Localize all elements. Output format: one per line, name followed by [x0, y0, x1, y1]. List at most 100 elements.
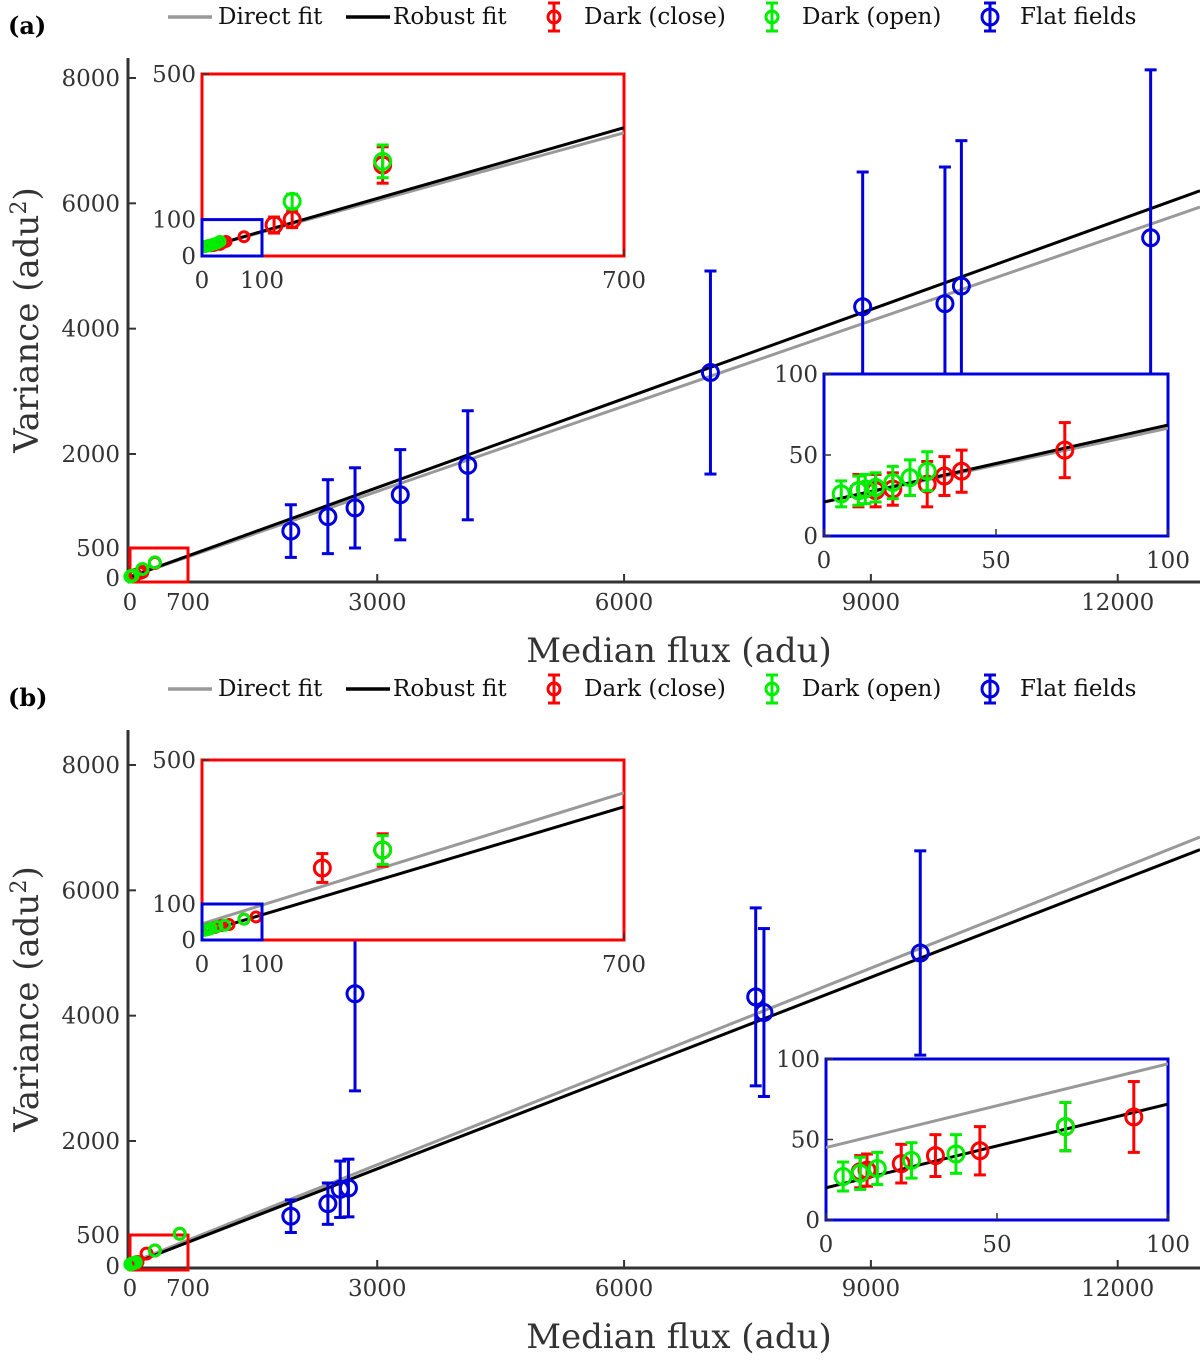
inset-data-point-dark-open--marker: [204, 921, 218, 935]
data-point-dark-open-: [172, 1226, 187, 1241]
legend-label: Robust fit: [393, 676, 507, 702]
data-point-flat-fields: [754, 927, 774, 1099]
inset-data-point-dark-open--marker: [850, 1163, 870, 1183]
data-point-dark-open-: [128, 1255, 143, 1270]
data-point-dark-close-: [139, 1246, 154, 1261]
inset-plot-area: [824, 421, 1168, 509]
legend-marker-2: [546, 1, 562, 33]
inset-2: 0 50 100 0 50 100: [776, 1047, 1190, 1258]
inset-data-point-dark-open--marker: [902, 1150, 921, 1170]
inset-data-point-dark-open--marker: [373, 840, 393, 860]
inset-y-tick-label: 100: [152, 892, 196, 918]
data-point-dark-open-: [147, 1243, 162, 1258]
x-axis-label: Median flux (adu): [526, 631, 832, 671]
inset-x-tick-label: 100: [240, 268, 284, 294]
inset-data-point-dark-open-: [282, 191, 302, 211]
inset-data-point-dark-close--marker: [237, 230, 251, 244]
inset-x-tick-label: 50: [981, 548, 1010, 574]
panel-label: (b): [8, 683, 48, 712]
inset-data-point-dark-close-: [1124, 1080, 1144, 1154]
data-point-flat-fields: [746, 906, 766, 1088]
data-point-flat-fields-marker: [853, 297, 873, 317]
inset-data-point-dark-open-: [831, 479, 851, 509]
y-tick-label: 6000: [61, 878, 120, 904]
inset-x-tick-label: 100: [1146, 548, 1190, 574]
data-point-dark-open-: [147, 555, 162, 570]
inset-y-tick-label: 100: [152, 208, 196, 234]
inset-data-point-dark-close--marker: [1124, 1107, 1144, 1127]
inset-data-point-dark-open-: [850, 1155, 870, 1191]
y-tick-label: 0: [105, 566, 120, 592]
y-tick-label: 2000: [61, 1129, 120, 1155]
legend-label: Direct fit: [218, 4, 323, 30]
x-tick-label: 12000: [1081, 590, 1154, 616]
direct-fit-line: [129, 835, 1200, 1265]
direct-fit-line: [129, 205, 1200, 579]
inset-data-point-dark-close-: [952, 448, 972, 494]
inset-frame: [200, 72, 626, 258]
inset-frame: [822, 372, 1170, 538]
inset-y-tick-label: 500: [152, 62, 196, 88]
legend-label: Dark (open): [802, 4, 941, 30]
x-tick-label: 700: [166, 1276, 210, 1302]
x-tick-label: 9000: [842, 1276, 901, 1302]
inset-data-point-dark-open-: [866, 471, 886, 504]
inset-direct-fit-line: [826, 1062, 1168, 1150]
inset-data-point-dark-open-: [204, 921, 218, 935]
inset-data-point-dark-open-: [218, 918, 232, 932]
legend-label: Flat fields: [1020, 4, 1136, 30]
inset-data-point-dark-open-: [946, 1133, 966, 1175]
inset-data-point-dark-open-: [900, 458, 920, 497]
data-point-dark-open--marker: [128, 1255, 143, 1270]
legend-marker-3-marker: [764, 681, 780, 697]
inset-data-point-dark-close--marker: [952, 461, 972, 481]
inset-y-tick-label: 500: [152, 748, 196, 774]
inset-data-point-dark-open--marker: [1055, 1117, 1075, 1137]
y-tick-label: 8000: [61, 66, 120, 92]
inset-data-point-dark-open--marker: [855, 479, 875, 499]
y-tick-label: 4000: [61, 1004, 120, 1030]
inset-y-tick-label: 50: [791, 1128, 820, 1154]
inset-y-tick-label: 0: [181, 928, 196, 954]
inset-x-tick-label: 0: [819, 1232, 834, 1258]
legend-label: Dark (close): [584, 4, 726, 30]
data-point-flat-fields-marker: [281, 521, 301, 541]
legend-marker-4: [980, 1, 1000, 33]
x-tick-label: 6000: [595, 1276, 654, 1302]
legend-marker-4: [980, 673, 1000, 705]
inset-2: 0 50 100 0 50 100: [774, 362, 1190, 574]
inset-data-point-dark-open--marker: [883, 473, 903, 493]
inset-data-point-dark-open--marker: [833, 1167, 853, 1187]
data-point-flat-fields: [910, 849, 930, 1057]
y-tick-label: 8000: [61, 753, 120, 779]
data-point-dark-open--marker: [172, 1226, 187, 1241]
inset-data-point-dark-close--marker: [282, 210, 302, 230]
inset-data-point-dark-close-: [934, 455, 954, 497]
data-point-flat-fields: [458, 409, 478, 522]
legend-marker-4-marker: [980, 7, 1000, 27]
data-point-flat-fields: [281, 503, 301, 559]
data-point-flat-fields: [700, 269, 720, 476]
inset-data-point-dark-open--marker: [917, 461, 937, 481]
robust-fit-line: [129, 848, 1200, 1267]
inset-data-point-dark-close-: [237, 230, 251, 244]
data-point-flat-fields: [318, 478, 338, 556]
data-point-flat-fields-marker: [935, 294, 955, 314]
legend: Direct fit Robust fit Dark (close) Dark (op…: [168, 1, 1136, 33]
y-axis-label-sup: 2: [7, 201, 32, 215]
panel-b: (b)0 700 3000 6000 9000 120000500200040006000…: [7, 673, 1200, 1357]
data-point-flat-fields-marker: [318, 507, 338, 527]
inset-data-point-dark-close--marker: [312, 858, 332, 878]
inset-y-tick-label: 100: [774, 362, 818, 388]
inset-zoom-box: [200, 218, 264, 258]
data-point-flat-fields-marker: [318, 1194, 338, 1214]
inset-data-point-dark-open--marker: [213, 234, 227, 248]
data-point-flat-fields-marker: [951, 276, 971, 296]
inset-data-point-dark-open-: [855, 472, 875, 506]
panel-a: (a)0 700 3000 6000 9000 120000500200040006000…: [7, 1, 1200, 671]
legend-label: Robust fit: [393, 4, 507, 30]
data-point-flat-fields-marker: [754, 1003, 774, 1023]
inset-data-point-dark-open--marker: [866, 477, 886, 497]
inset-data-point-dark-close--marker: [925, 1146, 945, 1166]
y-axis-label: Variance (adu2): [7, 187, 47, 453]
